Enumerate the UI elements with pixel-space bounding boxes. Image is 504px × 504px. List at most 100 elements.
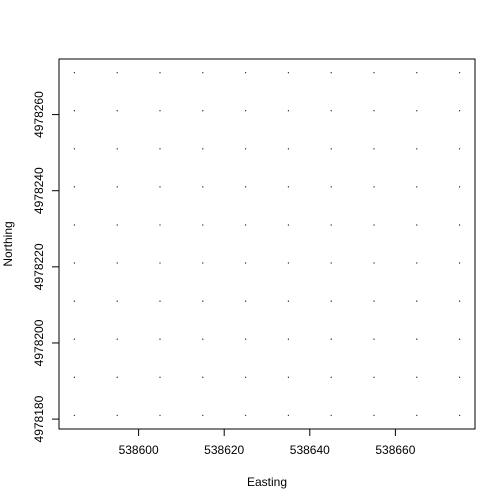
data-point [202, 414, 204, 416]
y-tick-label: 4978260 [32, 91, 46, 138]
data-point [458, 224, 461, 226]
data-point [159, 376, 161, 378]
data-point [287, 338, 289, 340]
data-point [373, 110, 375, 112]
data-point [116, 148, 118, 150]
data-point [373, 72, 375, 74]
data-point [330, 224, 332, 226]
data-point [116, 300, 118, 302]
data-point [73, 376, 76, 378]
data-point [373, 376, 375, 378]
data-point [245, 224, 247, 226]
data-point [73, 262, 76, 264]
data-point [416, 300, 418, 302]
data-point [116, 186, 118, 188]
data-point [159, 300, 161, 302]
x-axis-label: Easting [247, 475, 287, 489]
y-tick-label: 4978180 [32, 395, 46, 442]
data-point [159, 110, 161, 112]
data-point [373, 148, 375, 150]
x-tick-label: 538600 [119, 443, 159, 457]
data-point [245, 262, 247, 264]
data-point [416, 224, 418, 226]
data-point [458, 186, 461, 188]
data-point [73, 148, 76, 150]
data-point [458, 338, 461, 340]
data-point [202, 72, 204, 74]
data-point [416, 186, 418, 188]
y-axis-label: Northing [1, 221, 15, 266]
data-point [159, 338, 161, 340]
data-point [245, 338, 247, 340]
data-point [373, 414, 375, 416]
data-point [287, 186, 289, 188]
data-point [202, 186, 204, 188]
data-point [330, 300, 332, 302]
data-point [458, 110, 461, 112]
x-tick-label: 538640 [290, 443, 330, 457]
data-point [458, 414, 461, 416]
data-point [330, 338, 332, 340]
data-point [116, 376, 118, 378]
data-point [458, 72, 461, 74]
data-point [416, 262, 418, 264]
data-point [73, 414, 76, 416]
data-point [159, 148, 161, 150]
data-point [373, 224, 375, 226]
data-point [73, 300, 76, 302]
data-point [458, 376, 461, 378]
data-point [202, 224, 204, 226]
data-point [287, 148, 289, 150]
data-point [245, 414, 247, 416]
data-point [116, 338, 118, 340]
data-point [73, 110, 76, 112]
data-point [116, 414, 118, 416]
data-point [416, 338, 418, 340]
plot-frame [58, 58, 476, 430]
data-point [287, 300, 289, 302]
data-point [245, 300, 247, 302]
data-point [202, 376, 204, 378]
data-point [330, 72, 332, 74]
data-point [159, 262, 161, 264]
data-point [245, 148, 247, 150]
data-point [159, 186, 161, 188]
data-point [330, 414, 332, 416]
data-point [330, 148, 332, 150]
data-point [202, 110, 204, 112]
data-point [416, 376, 418, 378]
y-tick-label: 4978220 [32, 243, 46, 290]
data-point [373, 186, 375, 188]
data-point [159, 414, 161, 416]
data-point [330, 262, 332, 264]
data-point [245, 72, 247, 74]
data-point [330, 186, 332, 188]
data-point [116, 262, 118, 264]
data-point [458, 262, 461, 264]
data-point [330, 110, 332, 112]
data-point [287, 262, 289, 264]
data-point [287, 224, 289, 226]
data-point [416, 414, 418, 416]
data-point [416, 148, 418, 150]
data-point [416, 72, 418, 74]
data-point [245, 186, 247, 188]
data-point [73, 224, 76, 226]
data-point [159, 72, 161, 74]
data-point [373, 300, 375, 302]
data-point [458, 148, 461, 150]
x-axis: 538600 538620 538640 538660 [119, 428, 416, 457]
data-point [287, 110, 289, 112]
data-point [287, 414, 289, 416]
data-point [73, 338, 76, 340]
data-point [373, 338, 375, 340]
data-point [287, 72, 289, 74]
data-point [245, 110, 247, 112]
data-point [202, 148, 204, 150]
x-tick-label: 538620 [204, 443, 244, 457]
data-point [73, 186, 76, 188]
data-point [116, 224, 118, 226]
data-point [416, 110, 418, 112]
data-point [202, 300, 204, 302]
